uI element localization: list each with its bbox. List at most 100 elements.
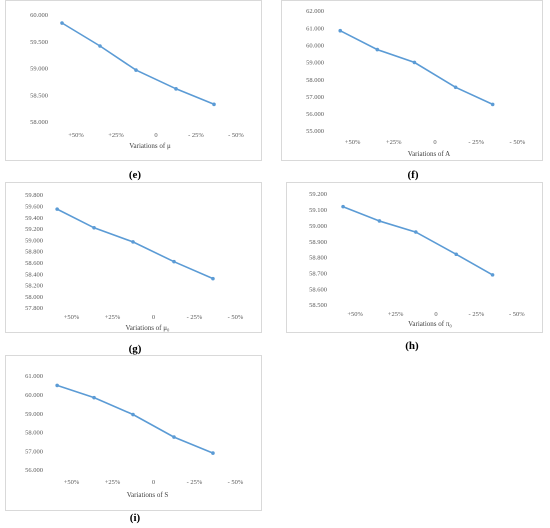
x-tick-label: +25% [105, 479, 121, 486]
y-tick-label: 59.000 [25, 411, 43, 418]
y-tick-label: 59.600 [25, 204, 43, 211]
x-tick-label: - 50% [228, 314, 244, 321]
chart-panel-e: 58.000 58.500 59.000 59.500 60.000 +50% +25% 0 -… [5, 0, 262, 161]
data-point [490, 102, 495, 107]
y-tick-label: 59.000 [30, 66, 48, 73]
data-point [414, 230, 418, 234]
x-axis-label: Variations of π₀ [408, 320, 452, 328]
y-tick-label: 59.200 [309, 191, 327, 198]
x-axis-label: Variations of A [408, 150, 450, 158]
y-tick-label: 59.000 [309, 223, 327, 230]
y-tick-label: 59.000 [25, 237, 43, 244]
y-tick-label: 58.500 [30, 92, 48, 99]
y-tick-label: 57.800 [25, 305, 43, 312]
x-tick-label: 0 [434, 311, 437, 318]
y-tick-label: 58.500 [309, 302, 327, 309]
x-tick-label: - 25% [187, 479, 203, 486]
y-tick-label: 58.000 [30, 119, 48, 126]
data-point [212, 102, 216, 107]
y-tick-label: 61.000 [25, 373, 43, 380]
data-point [377, 219, 382, 223]
y-tick-label: 55.000 [306, 128, 324, 135]
y-tick-label: 56.000 [25, 467, 43, 474]
data-point [172, 259, 176, 264]
chart-svg-h: 58.500 58.600 58.700 58.800 58.900 59.000 59.1… [309, 191, 525, 328]
caption-i: (i) [129, 512, 141, 524]
y-tick-label: 60.000 [30, 12, 48, 19]
chart-panel-h: 58.500 58.600 58.700 58.800 58.900 59.000 59.1… [286, 182, 543, 333]
x-axis-label: Variations of μ₀ [126, 324, 170, 332]
series-line [339, 29, 494, 106]
y-tick-label: 58.000 [25, 430, 43, 437]
data-point [134, 68, 138, 72]
y-tick-label: 57.000 [306, 94, 324, 101]
data-point [131, 412, 135, 417]
data-point [375, 47, 380, 52]
data-point [98, 44, 102, 48]
x-tick-label: - 50% [509, 311, 525, 318]
x-tick-label: +25% [388, 311, 404, 318]
y-tick-label: 58.800 [309, 255, 327, 262]
x-tick-label: - 25% [468, 139, 484, 146]
y-tick-label: 61.000 [306, 25, 324, 32]
y-tick-label: 58.600 [309, 286, 327, 293]
x-tick-label: - 25% [187, 314, 203, 321]
series-line [342, 205, 493, 276]
data-point [131, 240, 135, 244]
x-tick-label: - 50% [228, 132, 244, 139]
y-tick-label: 59.400 [25, 215, 43, 222]
y-tick-label: 58.900 [309, 239, 327, 246]
chart-svg-g: 57.800 58.000 58.200 58.400 58.600 58.800 59.0… [25, 192, 244, 332]
y-tick-label: 58.600 [25, 260, 43, 267]
x-tick-label: - 50% [510, 139, 526, 146]
data-point [92, 395, 96, 400]
series-line [56, 384, 214, 454]
x-tick-label: +50% [345, 139, 361, 146]
data-point [453, 85, 458, 90]
x-tick-label: - 50% [228, 479, 244, 486]
chart-svg-f: 55.000 56.000 57.000 58.000 59.000 60.000 61.0… [306, 8, 526, 158]
y-tick-label: 59.500 [30, 39, 48, 46]
data-point [60, 21, 64, 25]
chart-svg-i: 56.000 57.000 58.000 59.000 60.000 61.000 +50%… [25, 373, 244, 499]
x-tick-label: +25% [105, 314, 121, 321]
y-tick-label: 59.200 [25, 226, 43, 233]
x-tick-label: +50% [64, 314, 80, 321]
chart-panel-i: 56.000 57.000 58.000 59.000 60.000 61.000 +50%… [5, 355, 262, 511]
data-point [454, 252, 458, 257]
chart-panel-f: 55.000 56.000 57.000 58.000 59.000 60.000 61.0… [281, 0, 543, 161]
x-tick-label: +25% [386, 139, 402, 146]
x-tick-label: - 25% [188, 132, 204, 139]
data-point [55, 207, 59, 211]
x-axis-label: Variations of S [127, 491, 169, 499]
x-tick-label: 0 [152, 314, 155, 321]
data-point [412, 60, 417, 65]
y-tick-label: 58.000 [25, 294, 43, 301]
y-tick-label: 58.400 [25, 271, 43, 278]
y-tick-label: 58.800 [25, 249, 43, 256]
caption-e: (e) [128, 169, 142, 181]
x-axis-label: Variations of μ [129, 142, 171, 150]
data-point [172, 435, 176, 439]
y-tick-label: 56.000 [306, 111, 324, 118]
series-line [56, 208, 214, 280]
data-point [92, 225, 96, 230]
y-tick-label: 62.000 [306, 8, 324, 15]
caption-g: (g) [128, 343, 142, 355]
chart-svg-e: 58.000 58.500 59.000 59.500 60.000 +50% +25% 0 -… [30, 12, 244, 150]
y-tick-label: 59.800 [25, 192, 43, 199]
data-point [211, 276, 215, 281]
data-point [341, 204, 345, 209]
data-point [174, 87, 178, 91]
data-point [338, 28, 343, 33]
y-tick-label: 60.000 [25, 392, 43, 399]
y-tick-label: 58.700 [309, 270, 327, 277]
x-tick-label: - 25% [469, 311, 485, 318]
x-tick-label: +50% [68, 132, 84, 139]
x-tick-label: +50% [64, 479, 80, 486]
y-tick-label: 59.000 [306, 60, 324, 67]
x-tick-label: +50% [347, 311, 363, 318]
y-tick-label: 58.200 [25, 283, 43, 290]
data-point [490, 273, 495, 277]
y-tick-label: 58.000 [306, 77, 324, 84]
